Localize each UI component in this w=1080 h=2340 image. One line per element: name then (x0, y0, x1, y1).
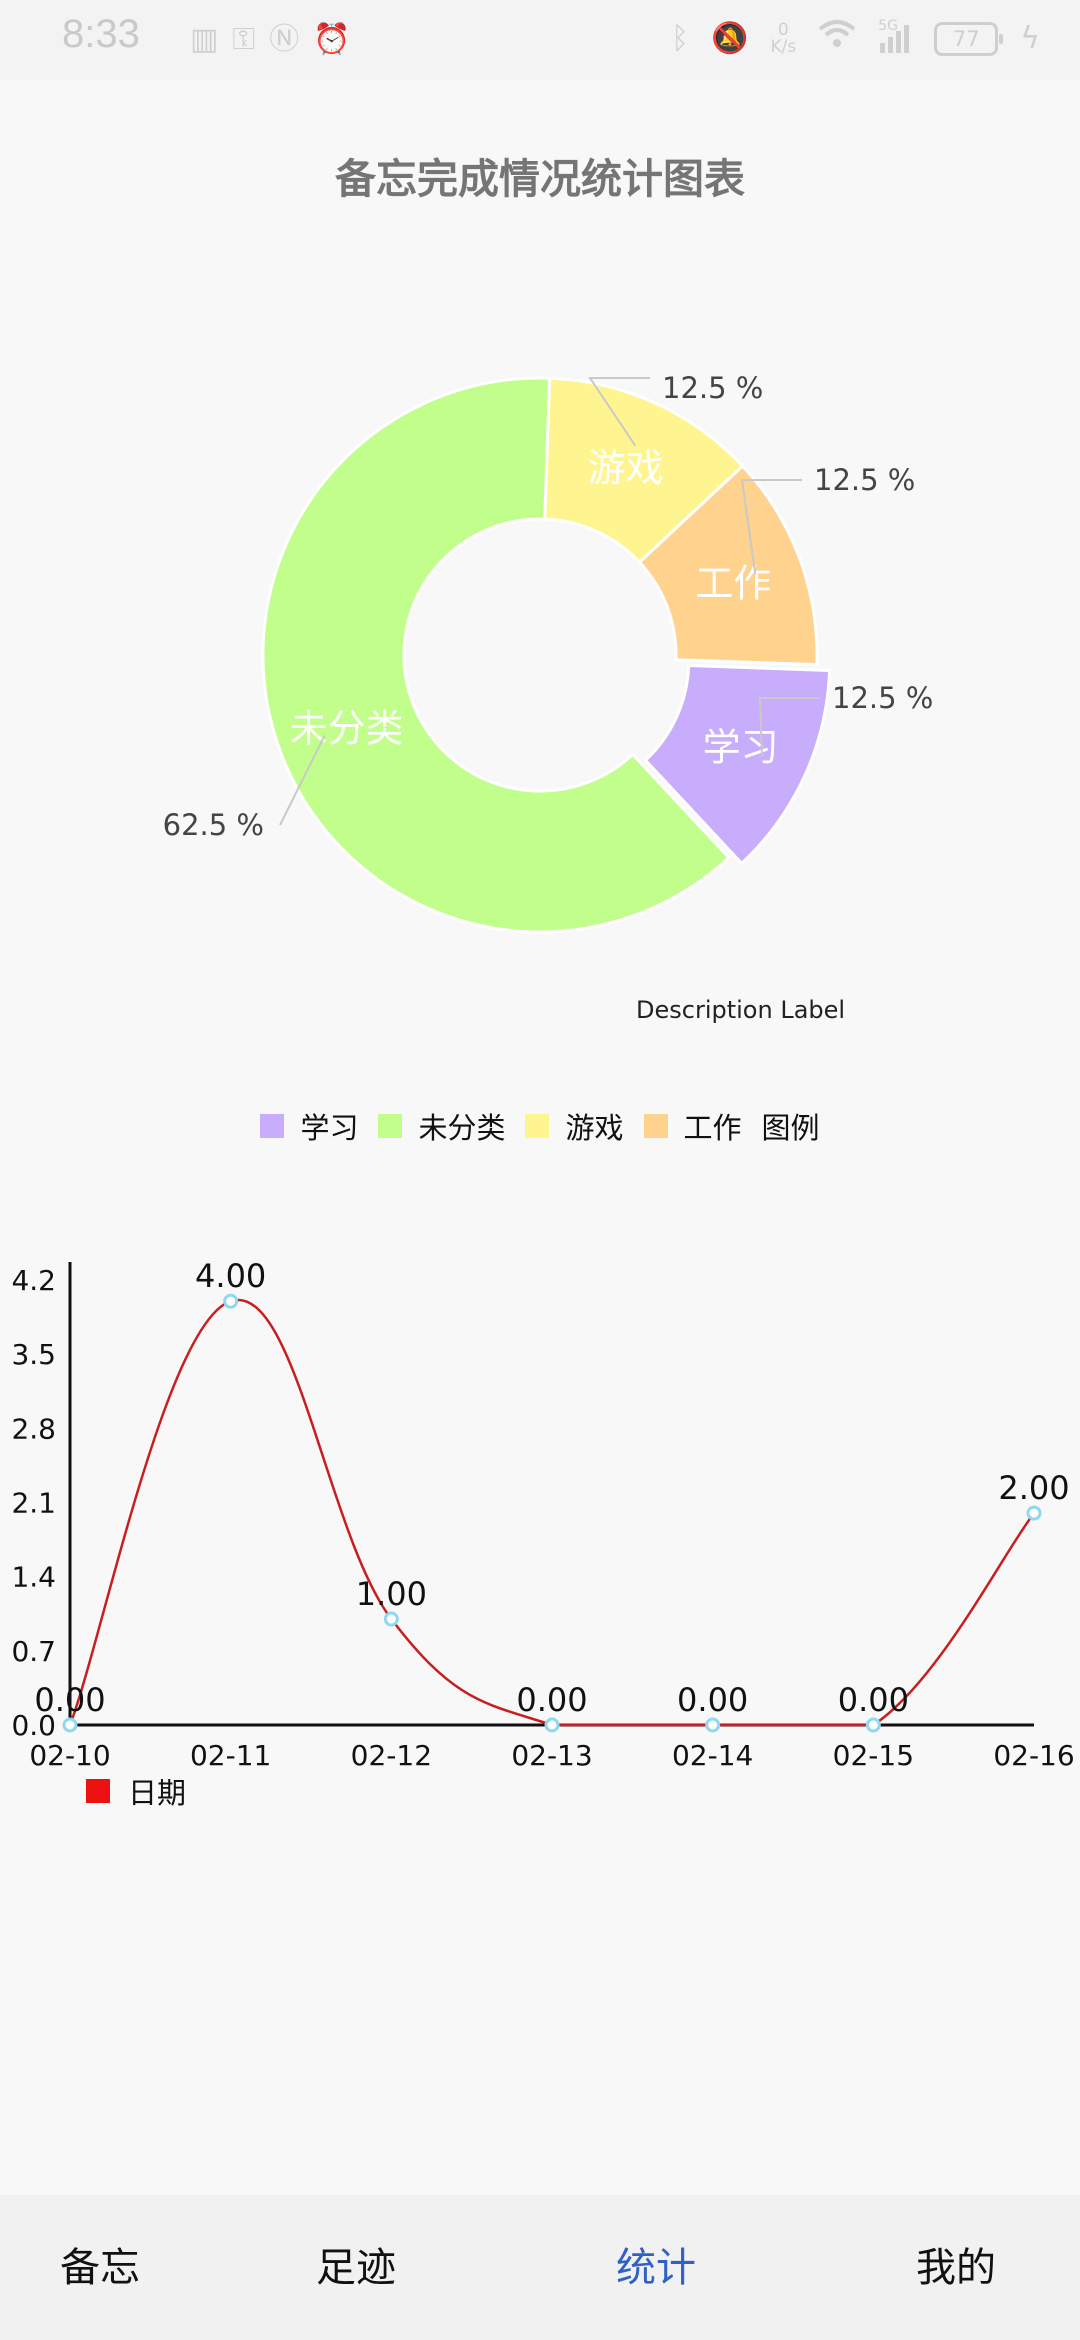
legend-item: 未分类 (378, 1105, 505, 1147)
donut-slice-label: 游戏 (588, 446, 664, 490)
data-point (544, 1717, 560, 1733)
net-speed: 0 K/s (770, 22, 796, 56)
x-tick-label: 02-16 (993, 1739, 1074, 1772)
y-tick-label: 1.4 (11, 1561, 56, 1594)
data-point (223, 1293, 239, 1309)
series-line (68, 1298, 1035, 1727)
bluetooth-icon: ᛒ (671, 21, 690, 56)
net-speed-value: 0 (777, 20, 789, 40)
donut-value-label: 12.5 % (832, 681, 933, 715)
legend-label: 学习 (300, 1111, 359, 1145)
legend-swatch (378, 1114, 403, 1138)
nfc-icon: Ⓝ (269, 22, 300, 57)
donut-slice-label: 学习 (703, 725, 779, 769)
legend-swatch (643, 1114, 668, 1138)
legend-label: 工作 (683, 1111, 742, 1145)
wifi-icon (818, 19, 856, 60)
data-value-label: 0.00 (677, 1681, 748, 1719)
x-tick-label: 02-11 (190, 1739, 271, 1772)
data-value-label: 0.00 (516, 1681, 587, 1719)
line-chart[interactable]: 0.0 0.7 1.4 2.1 2.8 3.5 4.2 02-10 02-11 02-12 02-1… (0, 1240, 1080, 1780)
data-value-label: 0.00 (34, 1681, 105, 1719)
donut-leader-line (758, 697, 820, 757)
donut-chart[interactable]: 学习 12.5 % 未分类 62.5 % 游戏 12.5 % 工作 12.5 % (0, 300, 1080, 980)
data-value-label: 2.00 (998, 1469, 1069, 1507)
chart-description-label: Description Label (636, 996, 846, 1024)
line-legend-label: 日期 (128, 1776, 187, 1810)
pie-legend: 学习 未分类 游戏 工作 图例 (0, 1105, 1080, 1147)
donut-slices: 学习 12.5 % 未分类 62.5 % 游戏 12.5 % 工作 12.5 % (163, 371, 933, 934)
donut-slice (543, 376, 745, 565)
data-value-label: 0.00 (838, 1681, 909, 1719)
status-left-icons: ▥ ⚿ Ⓝ ⏰ (190, 20, 351, 60)
data-point (62, 1717, 78, 1733)
donut-leader-line (279, 735, 326, 826)
y-tick-label: 2.1 (11, 1487, 56, 1520)
line-legend-swatch (86, 1779, 110, 1803)
data-point (383, 1611, 399, 1627)
data-value-label: 4.00 (195, 1257, 266, 1295)
donut-slice (643, 664, 832, 866)
donut-leader-line (740, 479, 802, 575)
alarm-icon: ⏰ (313, 22, 351, 57)
donut-slice (261, 376, 732, 934)
donut-leader-line (588, 377, 650, 447)
y-tick-label: 0.0 (11, 1709, 56, 1742)
battery-level: 77 (952, 27, 980, 51)
nav-item-footprint[interactable]: 足迹 (316, 2245, 396, 2291)
line-legend: 日期 (86, 1770, 186, 1812)
legend-swatch (260, 1114, 285, 1138)
charging-icon: ϟ (1020, 21, 1040, 56)
legend-swatch (525, 1114, 550, 1138)
donut-slice (637, 463, 819, 667)
y-tick-label: 3.5 (11, 1338, 56, 1371)
x-tick-label: 02-14 (672, 1739, 753, 1772)
legend-item: 学习 (260, 1105, 358, 1147)
status-right-icons: ᛒ 🔕 0 K/s 5G 77 ϟ (671, 16, 1040, 62)
signal-icon: 5G (878, 19, 912, 56)
x-tick-label: 02-12 (351, 1739, 432, 1772)
x-tick-label: 02-13 (511, 1739, 592, 1772)
x-tick-label: 02-10 (29, 1739, 110, 1772)
y-tick-label: 0.7 (11, 1635, 56, 1668)
donut-slice-label: 工作 (695, 562, 771, 606)
signal-label: 5G (878, 17, 898, 34)
legend-label: 游戏 (565, 1111, 624, 1145)
data-point (1026, 1505, 1042, 1521)
net-speed-unit: K/s (770, 37, 797, 57)
status-bar: 8:33 ▥ ⚿ Ⓝ ⏰ ᛒ 🔕 0 K/s 5G 77 ϟ (0, 0, 1080, 80)
data-point (865, 1717, 881, 1733)
legend-label: 未分类 (418, 1111, 506, 1145)
data-value-label: 1.00 (356, 1575, 427, 1613)
nav-item-statistics[interactable]: 统计 (616, 2245, 696, 2291)
donut-value-label: 62.5 % (163, 808, 264, 842)
nav-item-memo[interactable]: 备忘 (60, 2245, 140, 2291)
x-tick-label: 02-15 (833, 1739, 914, 1772)
y-tick-label: 2.8 (11, 1412, 56, 1445)
donut-value-label: 12.5 % (814, 463, 915, 497)
donut-value-label: 12.5 % (662, 371, 763, 405)
page-title: 备忘完成情况统计图表 (335, 155, 745, 203)
legend-item: 工作 (643, 1105, 742, 1147)
status-time: 8:33 (62, 12, 140, 56)
nav-item-mine[interactable]: 我的 (916, 2245, 996, 2291)
donut-slice-label: 未分类 (290, 706, 404, 750)
y-tick-label: 4.2 (11, 1264, 56, 1297)
legend-item: 游戏 (525, 1105, 624, 1147)
bottom-nav: 备忘 足迹 统计 我的 (0, 2195, 1080, 2340)
sim-icon: ▥ (190, 22, 219, 57)
legend-title: 图例 (761, 1111, 820, 1145)
battery-icon: 77 (934, 22, 1004, 56)
key-icon: ⚿ (232, 22, 256, 57)
mute-icon: 🔕 (711, 21, 749, 56)
data-point (705, 1717, 721, 1733)
